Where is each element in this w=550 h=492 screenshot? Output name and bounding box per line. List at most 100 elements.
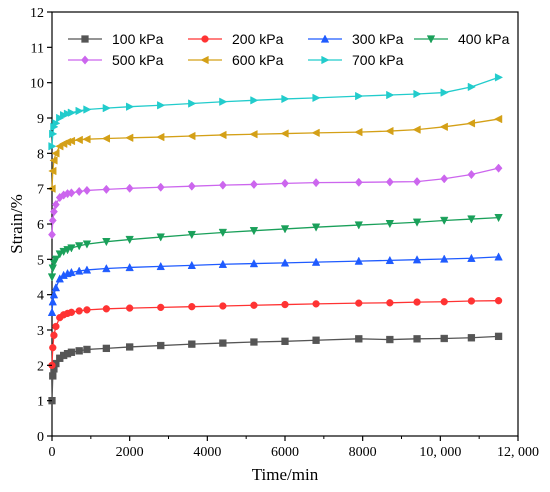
data-point <box>281 300 289 309</box>
legend-item: 700 kPa <box>308 52 404 68</box>
legend-marker <box>81 55 89 65</box>
data-point <box>102 238 111 247</box>
data-point <box>467 334 476 342</box>
data-point <box>74 135 83 145</box>
y-tick-label: 1 <box>37 395 44 410</box>
data-point <box>354 127 363 137</box>
data-point <box>312 300 320 308</box>
data-point <box>467 297 476 305</box>
data-point <box>385 219 395 229</box>
legend-item: 500 kPa <box>68 52 164 68</box>
y-tick-label: 5 <box>37 253 44 268</box>
data-point <box>412 125 421 134</box>
data-point <box>413 89 422 99</box>
data-point <box>311 257 321 266</box>
y-tick-label: 10 <box>30 77 44 92</box>
data-point <box>281 178 289 188</box>
plot-frame <box>51 11 519 437</box>
y-axis-title: Strain/% <box>7 194 26 254</box>
data-point <box>281 94 290 104</box>
y-tick-label: 9 <box>37 112 44 127</box>
y-tick-label: 4 <box>37 289 44 304</box>
data-point <box>51 255 61 264</box>
data-point <box>219 302 227 310</box>
data-point <box>413 335 421 343</box>
legend-label: 100 kPa <box>112 31 164 47</box>
data-point <box>51 149 60 158</box>
y-tick-label: 3 <box>37 324 44 339</box>
data-point <box>494 332 503 341</box>
legend-label: 500 kPa <box>112 52 164 68</box>
data-point <box>494 163 503 173</box>
data-point <box>156 182 165 192</box>
data-point <box>48 166 57 176</box>
data-point <box>67 267 76 277</box>
data-point <box>219 97 228 106</box>
data-point <box>67 348 76 356</box>
data-point <box>75 186 84 197</box>
data-point <box>355 299 363 307</box>
data-point <box>51 283 61 292</box>
data-point <box>82 134 91 144</box>
y-tick-label: 6 <box>37 218 44 233</box>
series-4 <box>48 163 503 240</box>
data-point <box>440 174 449 184</box>
data-point <box>386 90 395 100</box>
data-point <box>412 255 422 264</box>
data-point <box>494 297 503 305</box>
data-point <box>218 259 228 268</box>
legend: 100 kPa 200 kPa 300 kPa 400 kPa 500 kPa 600 k… <box>68 31 510 68</box>
data-point <box>218 228 228 238</box>
x-tick-label: 4000 <box>193 445 221 460</box>
data-point <box>157 341 165 350</box>
y-tick-label: 0 <box>37 430 44 445</box>
series-6 <box>48 73 504 151</box>
data-point <box>67 188 76 198</box>
data-point <box>48 142 57 151</box>
data-point <box>250 179 258 190</box>
data-point <box>355 91 364 101</box>
data-point <box>187 181 196 191</box>
data-point <box>126 343 134 351</box>
series-line <box>51 76 499 147</box>
legend-item: 400 kPa <box>414 31 510 47</box>
series-line <box>51 335 499 401</box>
data-point <box>126 304 134 312</box>
data-point <box>218 180 227 190</box>
data-point <box>413 298 421 306</box>
data-point <box>67 108 76 117</box>
x-tick-label: 6000 <box>271 445 299 460</box>
data-point <box>52 322 60 331</box>
legend-marker <box>321 55 330 65</box>
data-point <box>311 223 321 232</box>
data-point <box>354 256 363 265</box>
data-point <box>312 336 320 344</box>
data-point <box>75 106 84 116</box>
data-point <box>280 225 290 234</box>
data-point <box>187 230 197 240</box>
data-point <box>312 93 321 103</box>
data-point <box>49 372 57 380</box>
data-point <box>250 96 259 105</box>
data-point <box>466 119 476 128</box>
data-point <box>83 306 91 314</box>
data-point <box>74 266 84 275</box>
series-2 <box>47 252 503 316</box>
data-point <box>311 128 320 138</box>
data-point <box>83 345 91 354</box>
data-point <box>440 88 449 97</box>
data-point <box>125 262 134 272</box>
data-point <box>439 122 448 132</box>
legend-item: 600 kPa <box>188 52 284 68</box>
data-point <box>354 177 363 187</box>
y-tick-label: 11 <box>31 41 44 56</box>
data-point <box>75 347 83 355</box>
x-axis-title: Time/min <box>252 465 319 484</box>
data-point <box>48 230 56 240</box>
data-point <box>66 136 76 146</box>
data-point <box>354 221 363 230</box>
legend-label: 400 kPa <box>458 31 510 47</box>
data-point <box>188 303 196 311</box>
data-point <box>47 273 57 282</box>
data-point <box>47 307 57 316</box>
